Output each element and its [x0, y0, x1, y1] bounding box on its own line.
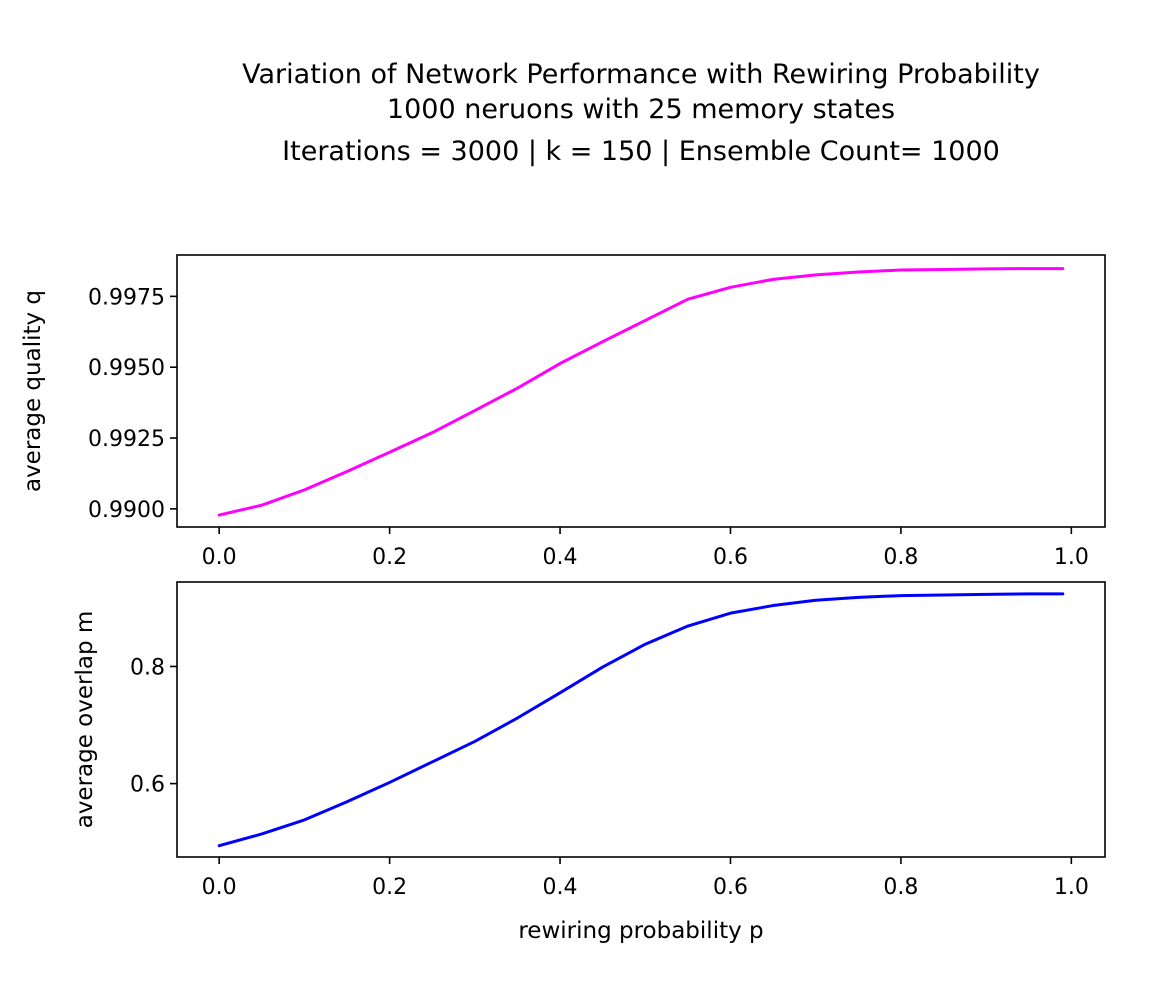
x-tick-label: 1.0	[1054, 875, 1089, 900]
series-line-0-0	[217, 267, 1065, 517]
axes-frame	[176, 254, 1106, 528]
x-tick-label: 0.8	[883, 875, 918, 900]
x-tick-label: 0.0	[202, 545, 237, 570]
overlap-subplot: 0.0 0.2 0.4 0.6 0.8 1.0 0.6 0.8 average overlap …	[72, 581, 1106, 944]
y-tick-label: 0.9975	[88, 285, 165, 310]
title-line-2: 1000 neruons with 25 memory states	[387, 94, 895, 125]
y-tick-label: 0.9950	[88, 356, 165, 381]
quality-subplot: 0.0 0.2 0.4 0.6 0.8 1.0 0.9900 0.9925 0.9950 0.99…	[20, 254, 1106, 570]
x-tick-label: 0.2	[372, 875, 407, 900]
x-tick-label: 1.0	[1054, 545, 1089, 570]
title-line-1: Variation of Network Performance with Re…	[242, 59, 1040, 90]
x-tick-label: 0.0	[202, 875, 237, 900]
axes-frame	[176, 581, 1106, 858]
x-tick-label: 0.6	[713, 875, 748, 900]
x-axis-label: rewiring probability p	[518, 918, 763, 944]
y-tick-label: 0.8	[130, 655, 165, 680]
x-tick-label: 0.8	[883, 545, 918, 570]
x-tick-label: 0.6	[713, 545, 748, 570]
title-line-3: Iterations = 3000 | k = 150 | Ensemble C…	[282, 136, 1000, 167]
y-tick-label: 0.6	[130, 773, 165, 798]
y-tick-label: 0.9925	[88, 427, 165, 452]
y-tick-label: 0.9900	[88, 498, 165, 523]
x-tick-label: 0.4	[543, 545, 578, 570]
y-axis-label: average quality q	[20, 290, 46, 492]
x-tick-label: 0.2	[372, 545, 407, 570]
y-axis-label: average overlap m	[72, 611, 98, 829]
x-tick-label: 0.4	[543, 875, 578, 900]
series-line-1-0	[217, 592, 1065, 848]
figure-title: Variation of Network Performance with Re…	[242, 59, 1040, 167]
